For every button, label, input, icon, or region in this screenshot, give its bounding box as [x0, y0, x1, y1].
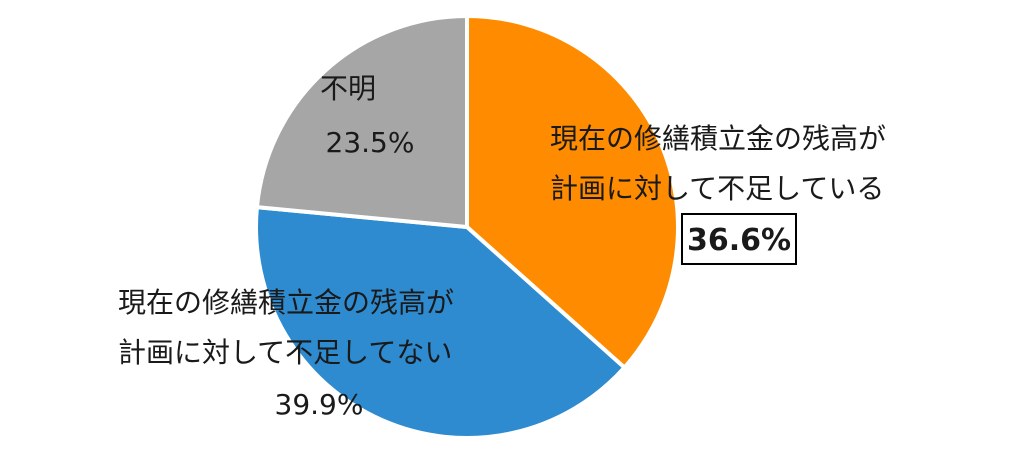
slice-label-group-2: 不明 23.5% [320, 72, 414, 159]
slice-0-value-label: 36.6% [687, 223, 791, 258]
slice-label-group-0: 現在の修繕積立金の残高が 計画に対して不足している 36.6% [550, 122, 886, 265]
slice-label-group-1: 現在の修繕積立金の残高が 計画に対して不足してない 39.9% [118, 286, 454, 421]
slice-0-label-line-2: 計画に対して不足している [550, 172, 884, 205]
slice-0-label-line-1: 現在の修繕積立金の残高が [550, 122, 886, 155]
slice-1-label-line-2: 計画に対して不足してない [118, 336, 452, 369]
pie-slice-2 [254, 13, 469, 230]
slice-0-value-box [681, 213, 797, 265]
slice-2-value-label: 23.5% [326, 126, 415, 159]
pie-slices [254, 13, 680, 440]
slice-1-label-line-1: 現在の修繕積立金の残高が [118, 286, 454, 319]
pie-slice-1 [254, 204, 628, 440]
pie-slice-0 [465, 13, 680, 371]
slice-2-label-line-1: 不明 [320, 72, 376, 105]
slice-1-value-label: 39.9% [275, 388, 364, 421]
